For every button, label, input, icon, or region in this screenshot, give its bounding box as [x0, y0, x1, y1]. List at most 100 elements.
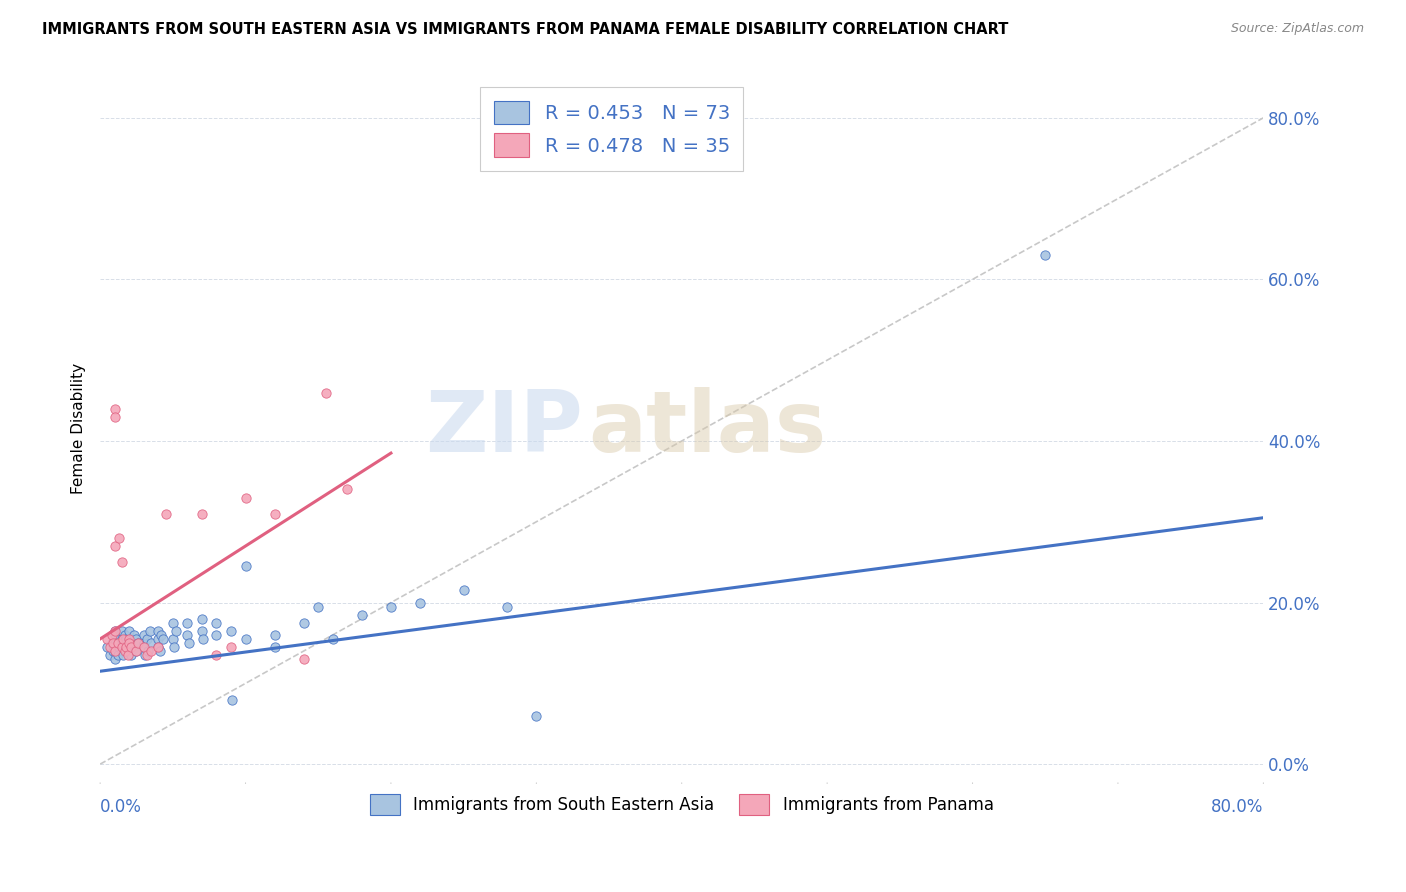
Point: [177, 636, 200, 650]
Point: [125, 632, 148, 646]
Point: [118, 640, 141, 654]
Point: [118, 624, 141, 638]
Point: [176, 628, 198, 642]
Point: [163, 640, 186, 654]
Point: [118, 632, 141, 646]
Point: [135, 648, 157, 662]
Point: [103, 644, 125, 658]
Text: IMMIGRANTS FROM SOUTH EASTERN ASIA VS IMMIGRANTS FROM PANAMA FEMALE DISABILITY C: IMMIGRANTS FROM SOUTH EASTERN ASIA VS IM…: [42, 22, 1008, 37]
Point: [111, 632, 134, 646]
Point: [205, 628, 228, 642]
Point: [104, 624, 127, 638]
Point: [117, 640, 139, 654]
Point: [135, 632, 157, 646]
Point: [120, 648, 142, 662]
Text: 80.0%: 80.0%: [1211, 797, 1264, 816]
Text: Source: ZipAtlas.com: Source: ZipAtlas.com: [1230, 22, 1364, 36]
Point: [103, 636, 125, 650]
Point: [350, 607, 373, 622]
Point: [114, 628, 136, 642]
Point: [96, 640, 118, 654]
Point: [104, 401, 127, 416]
Point: [98, 640, 121, 654]
Point: [125, 644, 148, 658]
Point: [122, 628, 145, 642]
Point: [136, 644, 159, 658]
Point: [336, 483, 359, 497]
Point: [112, 640, 135, 654]
Point: [104, 644, 127, 658]
Point: [104, 409, 127, 424]
Point: [114, 644, 136, 658]
Point: [127, 636, 149, 650]
Point: [235, 632, 257, 646]
Point: [107, 636, 129, 650]
Point: [111, 644, 134, 658]
Point: [409, 596, 432, 610]
Point: [127, 636, 149, 650]
Point: [111, 636, 134, 650]
Point: [148, 640, 170, 654]
Point: [191, 624, 214, 638]
Point: [104, 644, 127, 658]
Point: [104, 636, 127, 650]
Point: [263, 628, 285, 642]
Point: [292, 652, 315, 666]
Point: [96, 632, 118, 646]
Point: [263, 507, 285, 521]
Point: [191, 612, 214, 626]
Point: [322, 632, 344, 646]
Point: [118, 636, 141, 650]
Point: [100, 628, 122, 642]
Point: [111, 555, 134, 569]
Point: [117, 648, 139, 662]
Point: [132, 640, 155, 654]
Point: [112, 632, 135, 646]
Point: [193, 632, 215, 646]
Point: [148, 632, 170, 646]
Point: [155, 507, 177, 521]
Point: [162, 615, 184, 630]
Point: [104, 640, 127, 654]
Point: [132, 640, 155, 654]
Point: [115, 640, 138, 654]
Point: [148, 624, 170, 638]
Point: [112, 648, 135, 662]
Point: [132, 628, 155, 642]
Point: [150, 628, 173, 642]
Point: [162, 632, 184, 646]
Y-axis label: Female Disability: Female Disability: [72, 363, 86, 494]
Point: [524, 708, 547, 723]
Point: [235, 559, 257, 574]
Point: [104, 632, 127, 646]
Point: [104, 539, 127, 553]
Point: [108, 640, 131, 654]
Point: [205, 615, 228, 630]
Point: [115, 632, 138, 646]
Point: [121, 636, 143, 650]
Point: [100, 636, 122, 650]
Point: [152, 632, 174, 646]
Point: [1033, 248, 1056, 262]
Point: [191, 507, 214, 521]
Point: [149, 644, 172, 658]
Point: [124, 640, 146, 654]
Point: [315, 385, 337, 400]
Point: [139, 644, 162, 658]
Point: [453, 583, 475, 598]
Point: [219, 640, 242, 654]
Point: [134, 648, 156, 662]
Text: ZIP: ZIP: [425, 387, 583, 470]
Text: atlas: atlas: [589, 387, 827, 470]
Point: [104, 652, 127, 666]
Point: [132, 636, 155, 650]
Point: [307, 599, 329, 614]
Point: [98, 648, 121, 662]
Point: [118, 644, 141, 658]
Point: [108, 531, 131, 545]
Point: [125, 644, 148, 658]
Point: [118, 632, 141, 646]
Point: [176, 615, 198, 630]
Point: [263, 640, 285, 654]
Point: [496, 599, 519, 614]
